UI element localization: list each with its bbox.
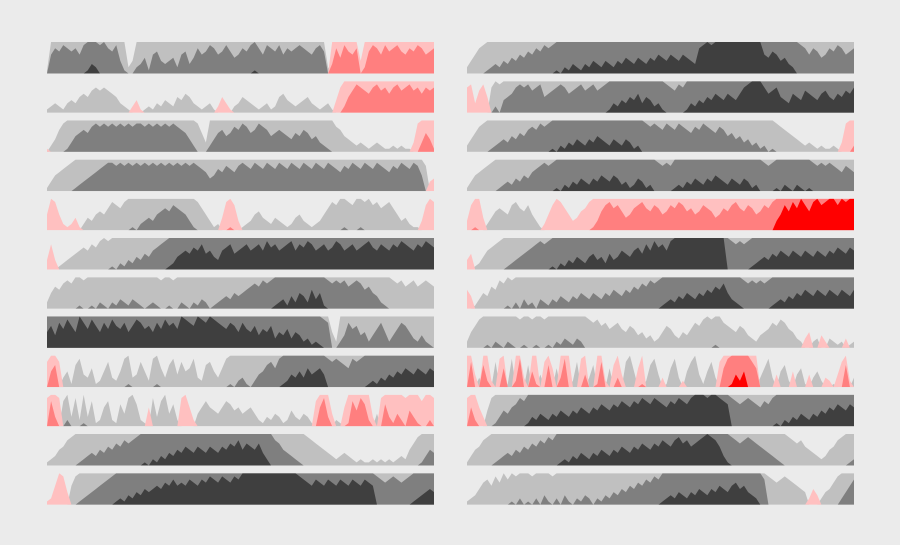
horizon-band-positive-3	[467, 175, 854, 192]
horizon-band-negative-2	[467, 355, 854, 388]
horizon-row-left-11	[47, 434, 434, 466]
horizon-band-positive-1	[467, 316, 854, 348]
horizon-row-right-2	[467, 81, 854, 113]
horizon-row-right-12	[467, 473, 854, 505]
horizon-row-right-10	[467, 394, 854, 427]
horizon-row-right-4	[467, 159, 854, 192]
horizon-row-left-4	[47, 159, 434, 192]
horizon-row-left-7	[47, 277, 434, 309]
horizon-band-positive-2	[47, 42, 434, 74]
horizon-band-positive-3	[47, 316, 434, 348]
horizon-row-right-9	[467, 355, 854, 388]
horizon-band-positive-2	[47, 420, 434, 427]
horizon-band-negative-2	[47, 397, 434, 427]
horizon-band-negative-1	[47, 81, 434, 113]
horizon-row-left-9	[47, 355, 434, 388]
horizon-band-positive-3	[47, 368, 434, 388]
horizon-row-right-6	[467, 238, 854, 270]
horizon-band-positive-3	[467, 394, 854, 427]
horizon-band-positive-2	[47, 162, 434, 192]
horizon-band-positive-3	[467, 81, 854, 113]
horizon-band-positive-2	[467, 338, 854, 348]
horizon-band-positive-2	[47, 277, 434, 309]
horizon-band-positive-3	[467, 238, 854, 270]
horizon-band-positive-2	[47, 355, 434, 388]
horizon-band-positive-3	[47, 64, 434, 74]
horizon-band-positive-1	[47, 198, 434, 231]
horizon-row-left-8	[47, 316, 434, 348]
horizon-band-negative-3	[467, 198, 854, 231]
horizon-band-negative-2	[47, 84, 434, 113]
horizon-band-positive-2	[47, 205, 434, 231]
horizon-band-positive-1	[467, 355, 854, 388]
horizon-band-positive-2	[467, 277, 854, 309]
horizon-band-negative-2	[467, 198, 854, 231]
horizon-band-positive-2	[467, 159, 854, 192]
horizon-row-left-12	[47, 473, 434, 505]
horizon-band-negative-1	[467, 488, 854, 505]
horizon-band-positive-3	[467, 42, 854, 74]
horizon-band-positive-2	[47, 123, 434, 152]
horizon-band-positive-2	[467, 473, 854, 505]
horizon-row-right-11	[467, 434, 854, 466]
horizon-band-positive-3	[47, 473, 434, 505]
horizon-row-left-6	[47, 238, 434, 270]
horizon-band-positive-1	[47, 87, 434, 113]
horizon-row-right-8	[467, 316, 854, 348]
horizon-row-right-7	[467, 277, 854, 309]
horizon-band-negative-2	[47, 45, 434, 74]
horizon-band-positive-3	[467, 283, 854, 309]
horizon-row-left-10	[47, 394, 434, 427]
horizon-row-right-3	[467, 120, 854, 152]
horizon-band-positive-2	[467, 120, 854, 152]
horizon-row-right-1	[467, 42, 854, 74]
horizon-band-positive-1	[467, 201, 854, 231]
horizon-row-left-2	[47, 81, 434, 113]
horizon-row-left-3	[47, 120, 434, 152]
horizon-band-positive-1	[47, 394, 434, 427]
horizon-row-right-5	[467, 198, 854, 231]
horizon-row-left-1	[47, 42, 434, 74]
horizon-band-positive-3	[467, 136, 854, 152]
horizon-row-left-5	[47, 198, 434, 231]
horizon-band-positive-3	[467, 434, 854, 466]
horizon-band-positive-3	[47, 440, 434, 466]
horizon-band-positive-3	[47, 241, 434, 270]
